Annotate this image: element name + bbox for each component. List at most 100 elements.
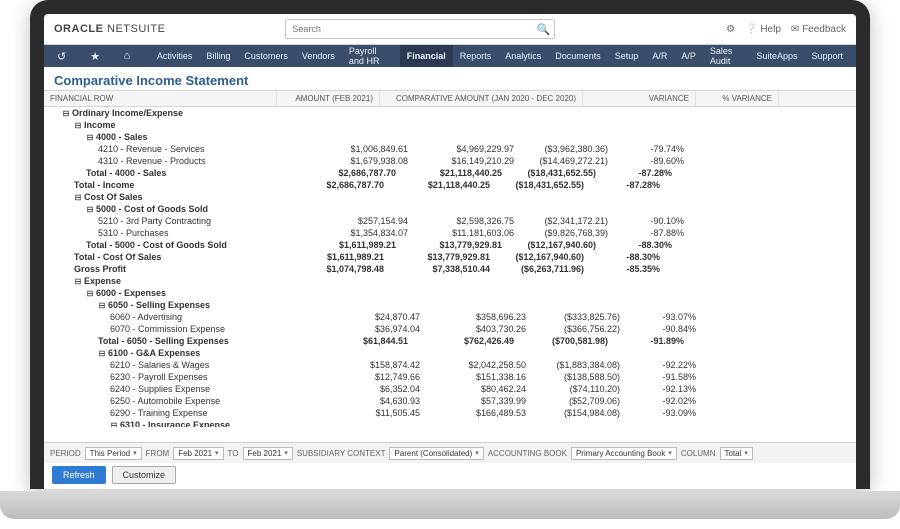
expand-toggle-icon[interactable]: ⊟: [110, 421, 118, 427]
cell-amount: $2,686,787.70: [306, 168, 402, 178]
to-select[interactable]: Feb 2021: [243, 447, 293, 460]
footer-buttons: Refresh Customize: [44, 463, 856, 487]
expand-toggle-icon[interactable]: ⊟: [86, 133, 94, 142]
feedback-link[interactable]: ✉ Feedback: [791, 24, 846, 35]
cell-amount: $12,749.66: [330, 372, 426, 382]
menu-setup[interactable]: Setup: [608, 45, 646, 67]
expand-toggle-icon[interactable]: ⊟: [74, 193, 82, 202]
cell-comparative: $403,730.26: [426, 324, 530, 334]
cell-comparative: $7,338,510.44: [390, 264, 494, 274]
col-comparative: COMPARATIVE AMOUNT (JAN 2020 - DEC 2020): [380, 91, 583, 106]
menu-payroll-and-hr[interactable]: Payroll and HR: [342, 45, 400, 67]
filter-bar: PERIOD This Period FROM Feb 2021 TO Feb …: [44, 442, 856, 463]
col-variance: VARIANCE: [583, 91, 696, 106]
cell-amount: $11,505.45: [330, 408, 426, 418]
menu-a-r[interactable]: A/R: [645, 45, 674, 67]
cell-pct-variance: -91.58%: [626, 372, 702, 382]
star-icon[interactable]: ★: [83, 45, 114, 67]
cell-variance: ($52,709.06): [530, 396, 626, 406]
expand-toggle-icon[interactable]: ⊟: [86, 289, 94, 298]
cell-comparative: $2,042,258.50: [426, 360, 530, 370]
book-select[interactable]: Primary Accounting Book: [571, 447, 677, 460]
laptop-frame: ORACLE NETSUITE 🔍 ⚙ ❔ Help ✉ Feedback ↺ …: [30, 0, 870, 489]
cell-variance: ($18,431,652.55): [506, 168, 602, 178]
cell-comparative: $762,426.49: [414, 336, 518, 346]
row-label: 5310 - Purchases: [52, 228, 318, 238]
column-select[interactable]: Total: [720, 447, 753, 460]
table-row: 6290 - Training Expense$11,505.45$166,48…: [52, 407, 856, 419]
expand-toggle-icon[interactable]: ⊟: [74, 277, 82, 286]
cell-pct-variance: -87.88%: [614, 228, 690, 238]
home-icon[interactable]: ⌂: [117, 45, 148, 67]
cell-amount: $257,154.94: [318, 216, 414, 226]
cell-comparative: $80,462.24: [426, 384, 530, 394]
row-label: 6230 - Payroll Expenses: [52, 372, 330, 382]
cell-variance: ($9,826,768.39): [518, 228, 614, 238]
brand-part-1: ORACLE: [54, 23, 103, 35]
menu-sales-audit[interactable]: Sales Audit: [703, 45, 750, 67]
table-row: 6070 - Commission Expense$36,974.04$403,…: [52, 323, 856, 335]
cell-variance: ($12,167,940.60): [506, 240, 602, 250]
row-label: Total - 6050 - Selling Expenses: [52, 336, 318, 346]
period-select[interactable]: This Period: [85, 447, 142, 460]
table-row: ⊟5000 - Cost of Goods Sold: [52, 203, 856, 215]
expand-toggle-icon[interactable]: ⊟: [98, 349, 106, 358]
row-label: ⊟Ordinary Income/Expense: [52, 108, 282, 118]
menu-activities[interactable]: Activities: [150, 45, 200, 67]
menu-analytics[interactable]: Analytics: [498, 45, 548, 67]
menu-customers[interactable]: Customers: [237, 45, 295, 67]
menu-reports[interactable]: Reports: [453, 45, 499, 67]
table-row: ⊟6050 - Selling Expenses: [52, 299, 856, 311]
period-label: PERIOD: [50, 449, 81, 458]
cell-amount: $6,352.04: [330, 384, 426, 394]
expand-toggle-icon[interactable]: ⊟: [74, 121, 82, 130]
row-label: 6210 - Salaries & Wages: [52, 360, 330, 370]
menu-documents[interactable]: Documents: [548, 45, 608, 67]
cell-pct-variance: -92.22%: [626, 360, 702, 370]
cell-variance: ($333,825.76): [530, 312, 626, 322]
table-row: 6230 - Payroll Expenses$12,749.66$151,33…: [52, 371, 856, 383]
search-input[interactable]: [290, 23, 536, 35]
page-title: Comparative Income Statement: [44, 67, 856, 90]
cell-pct-variance: -93.07%: [626, 312, 702, 322]
table-row: 6240 - Supplies Expense$6,352.04$80,462.…: [52, 383, 856, 395]
row-label: 6290 - Training Expense: [52, 408, 330, 418]
history-icon[interactable]: ↺: [50, 45, 81, 67]
table-row: ⊟Cost Of Sales: [52, 191, 856, 203]
report-grid: ⊟Ordinary Income/Expense⊟Income⊟4000 - S…: [44, 107, 856, 427]
cell-comparative: $57,339.99: [426, 396, 530, 406]
expand-toggle-icon[interactable]: ⊟: [62, 109, 70, 118]
to-label: TO: [228, 449, 239, 458]
cell-comparative: $13,779,929.81: [390, 252, 494, 262]
col-pct-variance: % VARIANCE: [696, 91, 779, 106]
table-row: 6060 - Advertising$24,870.47$358,696.23(…: [52, 311, 856, 323]
menu-financial[interactable]: Financial: [400, 45, 453, 67]
refresh-button[interactable]: Refresh: [52, 466, 106, 484]
subsidiary-select[interactable]: Parent (Consolidated): [389, 447, 483, 460]
cell-pct-variance: -92.02%: [626, 396, 702, 406]
table-row: ⊟Ordinary Income/Expense: [52, 107, 856, 119]
menu-suiteapps[interactable]: SuiteApps: [749, 45, 804, 67]
menu-billing[interactable]: Billing: [199, 45, 237, 67]
menu-vendors[interactable]: Vendors: [295, 45, 342, 67]
cell-variance: ($12,167,940.60): [494, 252, 590, 262]
customize-button[interactable]: Customize: [112, 466, 177, 484]
main-menu: ↺ ★ ⌂ ActivitiesBillingCustomersVendorsP…: [44, 45, 856, 67]
cell-pct-variance: -90.84%: [626, 324, 702, 334]
table-row: ⊟4000 - Sales: [52, 131, 856, 143]
cell-pct-variance: -93.09%: [626, 408, 702, 418]
help-link[interactable]: ❔ Help: [745, 24, 781, 35]
role-icon[interactable]: ⚙: [726, 24, 735, 35]
cell-variance: ($154,984.08): [530, 408, 626, 418]
cell-amount: $1,611,989.21: [294, 252, 390, 262]
global-search[interactable]: 🔍: [285, 19, 555, 39]
menu-a-p[interactable]: A/P: [674, 45, 703, 67]
expand-toggle-icon[interactable]: ⊟: [98, 301, 106, 310]
col-amount: AMOUNT (FEB 2021): [277, 91, 380, 106]
cell-comparative: $4,969,229.97: [414, 144, 518, 154]
cell-amount: $1,354,834.07: [318, 228, 414, 238]
expand-toggle-icon[interactable]: ⊟: [86, 205, 94, 214]
row-label: Total - Cost Of Sales: [52, 252, 294, 262]
menu-support[interactable]: Support: [804, 45, 850, 67]
from-select[interactable]: Feb 2021: [173, 447, 223, 460]
